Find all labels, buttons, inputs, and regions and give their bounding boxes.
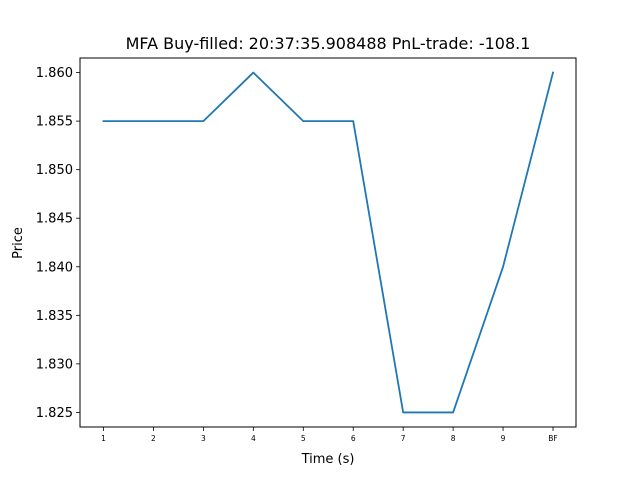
price-series-line-0 bbox=[102, 71, 555, 414]
y-tick-label-1: 1.830 bbox=[36, 357, 73, 372]
y-tick-label-2: 1.835 bbox=[36, 309, 73, 324]
y-tick-label-0: 1.825 bbox=[36, 406, 73, 421]
plot-frame bbox=[79, 57, 577, 428]
y-tick-label-4: 1.845 bbox=[36, 212, 73, 227]
y-tick-label-5: 1.850 bbox=[36, 163, 73, 178]
chart-title: MFA Buy-filled: 20:37:35.908488 PnL-trad… bbox=[126, 34, 531, 53]
x-tick-label-5: 6 bbox=[351, 434, 356, 443]
y-tick-label-3: 1.840 bbox=[36, 260, 73, 275]
x-tick-label-9: BF bbox=[548, 434, 557, 443]
y-tick-label-7: 1.860 bbox=[36, 66, 73, 81]
x-tick-label-7: 8 bbox=[451, 434, 456, 443]
x-axis-label: Time (s) bbox=[301, 452, 355, 467]
x-tick-label-8: 9 bbox=[501, 434, 506, 443]
x-tick-label-3: 4 bbox=[251, 434, 256, 443]
series-layer bbox=[102, 71, 555, 414]
y-tick-label-6: 1.855 bbox=[36, 115, 73, 130]
y-axis-label: Price bbox=[11, 227, 26, 259]
x-tick-label-6: 7 bbox=[401, 434, 406, 443]
axes: 1.825 1.830 1.835 1.840 1.845 1.850 1.855 1.860… bbox=[36, 66, 558, 443]
x-tick-label-2: 3 bbox=[201, 434, 206, 443]
x-tick-label-0: 1 bbox=[101, 434, 106, 443]
x-tick-label-4: 5 bbox=[301, 434, 306, 443]
x-tick-label-1: 2 bbox=[151, 434, 156, 443]
